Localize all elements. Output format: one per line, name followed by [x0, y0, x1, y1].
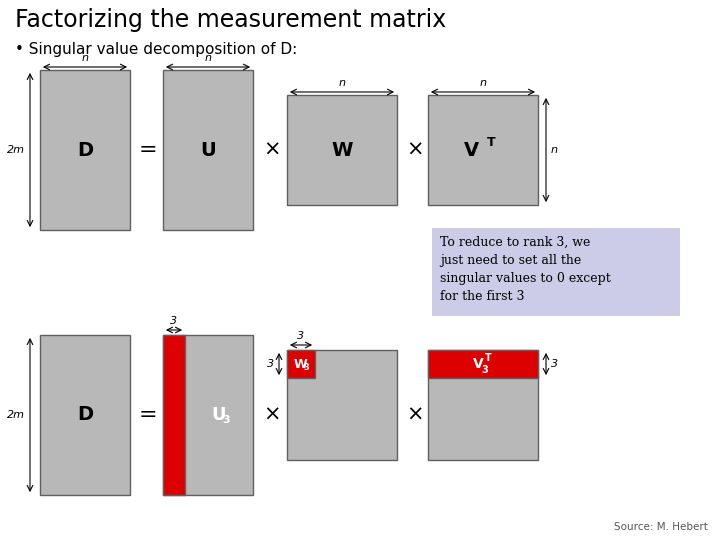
Text: • Singular value decomposition of D:: • Singular value decomposition of D: — [15, 42, 297, 57]
Text: V: V — [472, 357, 483, 371]
Text: To reduce to rank 3, we
just need to set all the
singular values to 0 except
for: To reduce to rank 3, we just need to set… — [440, 236, 611, 303]
Bar — [163, 335, 185, 495]
Text: 3: 3 — [171, 316, 178, 326]
Text: 3: 3 — [222, 415, 230, 425]
Text: 2m: 2m — [7, 410, 25, 420]
Text: 3: 3 — [297, 331, 305, 341]
Text: n: n — [480, 78, 487, 88]
Text: =: = — [139, 140, 157, 160]
Text: Source: M. Hebert: Source: M. Hebert — [614, 522, 708, 532]
Text: T: T — [487, 136, 495, 148]
Bar — [40, 70, 130, 230]
Bar — [40, 335, 130, 495]
Text: 3: 3 — [303, 363, 309, 373]
Text: D: D — [77, 406, 93, 424]
Text: 3: 3 — [267, 359, 274, 369]
Text: V: V — [464, 140, 479, 159]
Bar — [428, 350, 538, 460]
Bar — [287, 350, 315, 378]
Bar — [287, 95, 397, 205]
Text: 2m: 2m — [7, 145, 25, 155]
Bar — [287, 350, 397, 460]
Text: =: = — [139, 405, 157, 425]
Text: T: T — [485, 353, 491, 363]
Text: U: U — [212, 406, 226, 424]
Bar — [428, 350, 538, 378]
Bar — [163, 335, 253, 495]
Text: ×: × — [406, 405, 424, 425]
Text: ×: × — [406, 140, 424, 160]
Text: U: U — [200, 140, 216, 159]
Text: ×: × — [264, 140, 281, 160]
Text: W: W — [331, 140, 353, 159]
Text: n: n — [338, 78, 346, 88]
Text: n: n — [551, 145, 558, 155]
Text: Factorizing the measurement matrix: Factorizing the measurement matrix — [15, 8, 446, 32]
Bar — [428, 95, 538, 205]
Text: ×: × — [264, 405, 281, 425]
Text: W: W — [294, 357, 308, 370]
Text: 3: 3 — [551, 359, 558, 369]
Text: n: n — [81, 53, 89, 63]
Bar — [163, 70, 253, 230]
Bar — [432, 228, 680, 316]
Text: n: n — [204, 53, 212, 63]
Text: D: D — [77, 140, 93, 159]
Text: 3: 3 — [482, 365, 488, 375]
